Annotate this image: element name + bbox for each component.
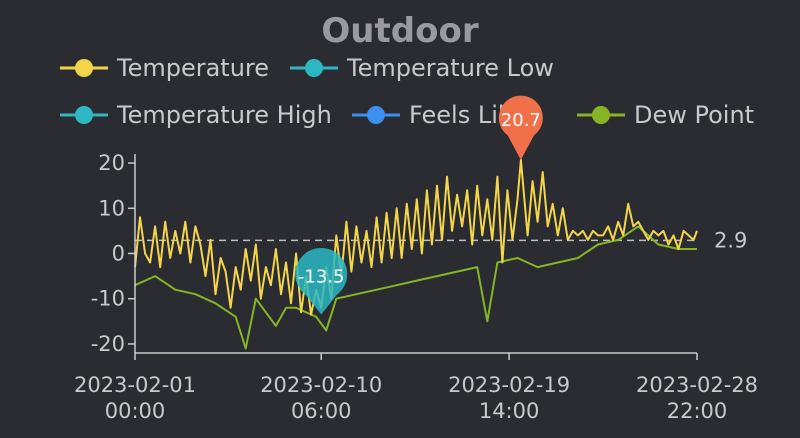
legend: Temperature Temperature Low Temperature Hi… [60, 54, 754, 129]
legend-marker-icon [75, 106, 93, 124]
plot-area [134, 158, 698, 350]
x-tick-time: 22:00 [667, 399, 728, 423]
x-tick-date: 2023-02-19 [448, 373, 570, 397]
x-tick-date: 2023-02-28 [636, 373, 758, 397]
x-tick-time: 00:00 [105, 399, 166, 423]
average-label: 2.9 [714, 228, 747, 252]
y-tick-label: -20 [91, 332, 125, 356]
legend-item-temperature-high[interactable]: Temperature High [60, 101, 332, 129]
x-tick-date: 2023-02-10 [260, 373, 382, 397]
series-line-temperature [134, 158, 698, 316]
min-marker-pin-icon [295, 247, 348, 315]
x-tick-time: 06:00 [291, 399, 352, 423]
min-marker[interactable]: -13.5 [295, 247, 348, 315]
legend-marker-icon [592, 106, 610, 124]
legend-label: Temperature High [116, 101, 332, 129]
average-line-group: 2.9 [135, 228, 747, 252]
max-marker-pin-icon [498, 95, 543, 160]
legend-item-temperature[interactable]: Temperature [60, 54, 269, 82]
x-tick-time: 14:00 [479, 399, 540, 423]
y-tick-label: 20 [98, 151, 125, 175]
y-tick-label: -10 [91, 287, 125, 311]
legend-item-temperature-low[interactable]: Temperature Low [290, 54, 554, 82]
max-marker-label: 20.7 [501, 110, 541, 131]
y-tick-label: 10 [98, 196, 125, 220]
legend-marker-icon [305, 59, 323, 77]
chart-title: Outdoor [321, 11, 478, 51]
legend-marker-icon [367, 106, 385, 124]
series-line-dew-point [134, 225, 697, 350]
legend-label: Temperature Low [346, 54, 554, 82]
max-marker[interactable]: 20.7 [498, 95, 543, 160]
x-tick-date: 2023-02-01 [74, 373, 196, 397]
legend-marker-icon [75, 59, 93, 77]
min-marker-label: -13.5 [298, 267, 345, 288]
legend-label: Dew Point [634, 101, 754, 129]
markers: -13.5 20.7 [295, 95, 543, 315]
legend-label: Temperature [116, 54, 269, 82]
legend-item-dew-point[interactable]: Dew Point [577, 101, 754, 129]
y-tick-label: 0 [112, 242, 125, 266]
